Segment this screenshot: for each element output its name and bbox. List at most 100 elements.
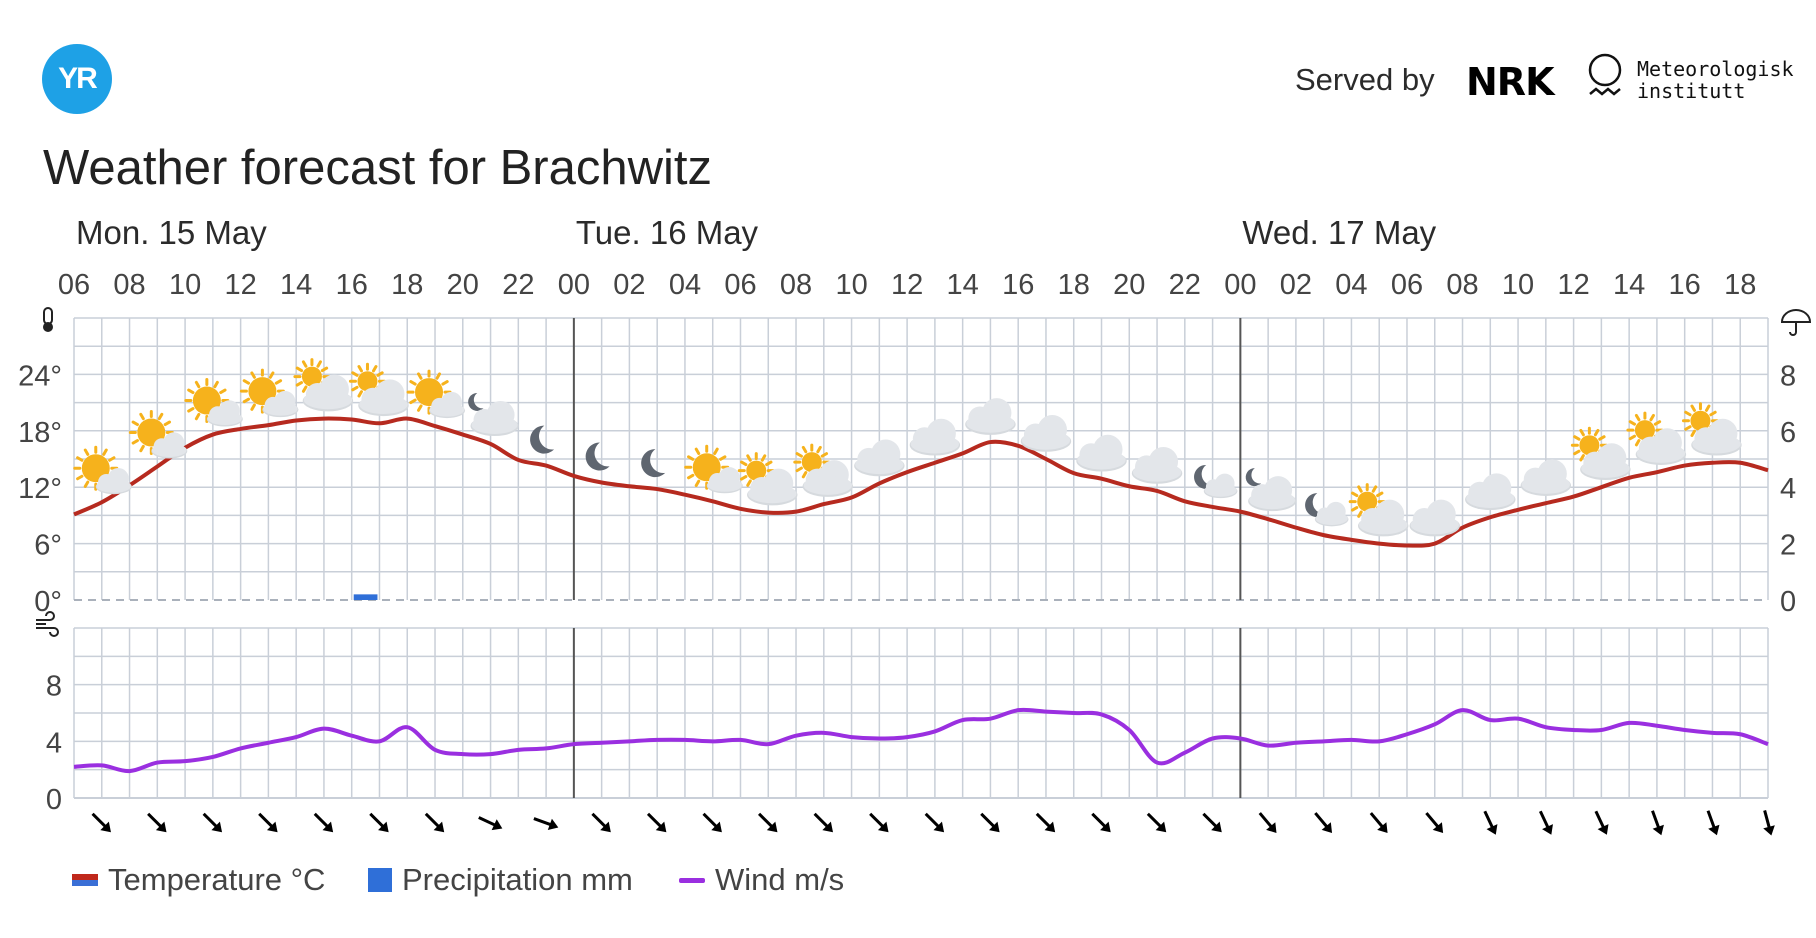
time-tick-label: 10 (1502, 269, 1534, 301)
weather-symbol-partly-cloudy-night-icon (1305, 493, 1349, 527)
wind-line (73, 707, 1769, 774)
wind-tick-label: 0 (46, 784, 62, 816)
time-tick-label: 02 (1280, 269, 1312, 301)
wind-direction-arrow-icon (1706, 810, 1720, 836)
temperature-tick-label: 6° (34, 530, 62, 562)
precipitation-tick-label: 8 (1780, 360, 1796, 392)
wind-icon (36, 611, 59, 637)
wind-direction-arrow-icon (1483, 810, 1498, 835)
precipitation-bar (353, 594, 378, 600)
legend-precipitation: Precipitation mm (368, 862, 633, 898)
wind-direction-arrow-icon (1258, 812, 1277, 833)
temperature-swatch (72, 874, 98, 886)
time-tick-label: 12 (1557, 269, 1589, 301)
wind-direction-arrow-icon (1146, 812, 1167, 833)
time-tick-label: 18 (1724, 269, 1756, 301)
met-line2: institutt (1637, 79, 1746, 103)
time-tick-label: 18 (391, 269, 423, 301)
weather-symbol-cloudy-night-icon (1245, 468, 1297, 512)
wind-direction-arrow-icon (258, 812, 278, 833)
weather-symbol-cloudy-icon (909, 418, 961, 456)
wind-direction-arrow-icon (1594, 810, 1609, 835)
time-tick-label: 04 (669, 269, 701, 301)
weather-symbol-fair-cloudy-day-icon (1570, 426, 1631, 480)
time-tick-label: 14 (1613, 269, 1645, 301)
wind-direction-arrow-icon (869, 812, 889, 833)
time-tick-label: 16 (1669, 269, 1701, 301)
time-tick-label: 06 (724, 269, 756, 301)
weather-symbol-partly-cloudy-night-icon (1194, 464, 1238, 499)
wind-direction-arrow-icon (147, 812, 167, 833)
met-institute-logo[interactable]: Meteorologisk institutt (1637, 58, 1794, 102)
wind-direction-arrow-icon (91, 812, 111, 833)
met-line1: Meteorologisk (1637, 57, 1794, 81)
yr-logo[interactable]: YR (42, 44, 112, 114)
time-tick-label: 02 (613, 269, 645, 301)
day-label: Wed. 17 May (1242, 214, 1436, 251)
weather-symbol-partly-cloudy-day-icon (184, 378, 243, 427)
weather-symbol-clear-night-icon (585, 442, 610, 471)
weather-symbol-cloudy-icon (1409, 499, 1460, 537)
met-institute-icon (1588, 53, 1622, 96)
wind-direction-arrow-icon (533, 817, 559, 831)
precipitation-tick-label: 6 (1780, 417, 1796, 449)
time-tick-label: 00 (558, 269, 590, 301)
precipitation-tick-label: 4 (1780, 473, 1796, 505)
time-tick-label: 04 (1335, 269, 1367, 301)
wind-direction-arrow-icon (1202, 812, 1222, 833)
wind-direction-arrow-icon (924, 812, 945, 833)
time-tick-label: 14 (280, 269, 312, 301)
temperature-tick-label: 12° (18, 473, 62, 505)
time-tick-label: 10 (169, 269, 201, 301)
header: YR Served by NRK Meteorologisk institutt… (0, 0, 1816, 195)
weather-symbol-cloudy-icon (1131, 447, 1183, 484)
time-tick-label: 06 (1391, 269, 1423, 301)
legend-temperature: Temperature °C (72, 862, 325, 898)
wind-direction-arrow-icon (758, 812, 778, 833)
weather-symbol-cloudy-icon (1520, 459, 1572, 496)
wind-direction-arrow-icon (202, 812, 223, 833)
page-title: Weather forecast for Brachwitz (43, 141, 713, 195)
time-tick-label: 20 (1113, 269, 1145, 301)
time-tick-label: 16 (336, 269, 368, 301)
weather-symbol-fair-cloudy-day-icon (1681, 402, 1742, 456)
time-tick-label: 16 (1002, 269, 1034, 301)
weather-symbol-fair-cloudy-day-icon (1626, 411, 1687, 465)
wind-direction-arrow-icon (591, 812, 611, 833)
wind-direction-arrow-icon (813, 812, 833, 833)
wind-direction-arrow-icon (1651, 810, 1664, 836)
weather-symbol-partly-cloudy-day-icon (684, 444, 743, 494)
time-tick-label: 14 (947, 269, 979, 301)
precipitation-tick-label: 2 (1780, 530, 1796, 562)
wind-direction-arrow-icon (702, 812, 722, 833)
weather-symbol-cloudy-icon (965, 398, 1016, 435)
weather-symbol-cloudy-icon (854, 439, 905, 477)
precipitation-swatch (368, 868, 392, 892)
time-tick-label: 08 (113, 269, 145, 301)
temperature-tick-label: 24° (18, 360, 62, 392)
time-tick-label: 08 (780, 269, 812, 301)
wind-direction-arrow-icon (313, 812, 334, 833)
weather-symbol-cloudy-icon (1076, 434, 1127, 472)
legend-wind-label: Wind m/s (715, 862, 845, 897)
weather-symbol-clear-night-icon (641, 449, 666, 478)
weather-symbol-partly-cloudy-day-icon (239, 368, 299, 418)
weather-symbol-partly-cloudy-day-icon (73, 445, 132, 495)
wind-direction-arrow-icon (646, 812, 667, 833)
wind-direction-arrow-icon (1763, 810, 1775, 836)
time-tick-label: 06 (58, 269, 90, 301)
wind-direction-arrow-icon (1538, 810, 1553, 835)
weather-symbol-clear-night-icon (530, 425, 555, 454)
weather-symbol-cloudy-icon (1020, 415, 1072, 452)
wind-direction-arrow-icon (1369, 812, 1388, 833)
time-tick-label: 20 (447, 269, 479, 301)
wind-direction-arrow-icon (369, 812, 389, 833)
wind-direction-arrow-icon (478, 816, 503, 831)
legend-wind: Wind m/s (679, 862, 844, 898)
time-tick-label: 00 (1224, 269, 1256, 301)
nrk-logo[interactable]: NRK (1466, 60, 1555, 104)
weather-symbol-fair-cloudy-day-icon (1348, 483, 1409, 537)
day-label: Mon. 15 May (76, 214, 267, 251)
time-tick-label: 10 (835, 269, 867, 301)
